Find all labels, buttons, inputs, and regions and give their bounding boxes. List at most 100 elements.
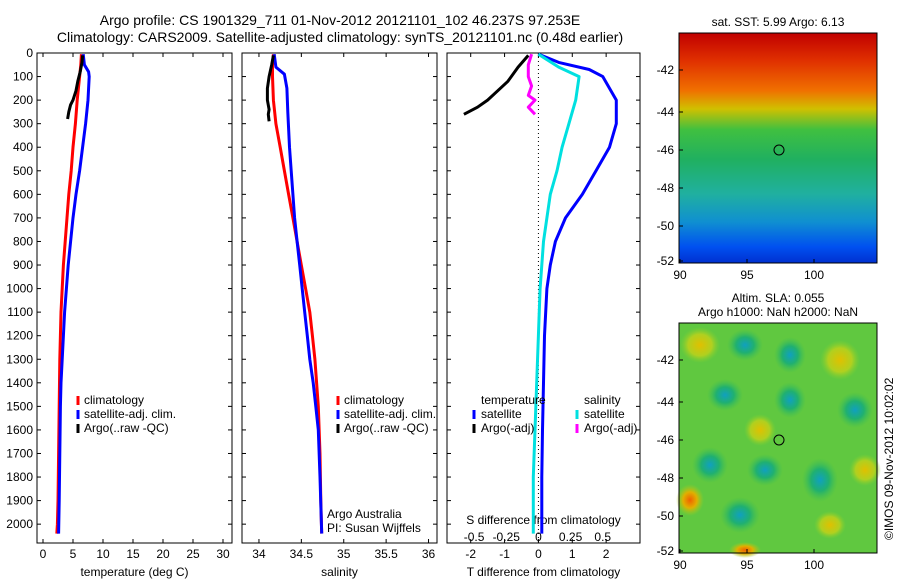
map-y-tick-label: -46 xyxy=(657,143,675,157)
salinity-diff-tick-label: -0.25 xyxy=(493,530,521,544)
salinity-diff-tick-label: -0.5 xyxy=(464,530,485,544)
x-tick-label: 1 xyxy=(569,547,576,561)
x-axis-label: salinity xyxy=(321,565,358,579)
series-line-salinity-satellite xyxy=(531,52,581,534)
panel-frame-1 xyxy=(36,52,233,544)
sla-map xyxy=(676,322,881,558)
x-tick-label: 20 xyxy=(156,547,170,561)
y-tick-label: 1300 xyxy=(6,352,33,366)
x-tick-label: 15 xyxy=(126,547,140,561)
salinity-diff-tick-label: 0.5 xyxy=(594,530,611,544)
sst-map xyxy=(678,32,878,264)
map-y-tick-label: -44 xyxy=(657,105,675,119)
y-tick-label: 500 xyxy=(13,164,33,178)
map-y-tick-label: -46 xyxy=(657,433,675,447)
y-tick-label: 700 xyxy=(13,211,33,225)
legend-entry: satellite xyxy=(584,407,625,421)
map-x-tick-label: 90 xyxy=(673,558,687,572)
y-tick-label: 0 xyxy=(26,46,33,60)
series-line-argo-raw-qc- xyxy=(66,55,85,120)
series-line-argo-raw-qc- xyxy=(265,55,275,122)
y-tick-label: 400 xyxy=(13,140,33,154)
series-line-salinity-argo-adj- xyxy=(526,53,537,116)
x-tick-label: 30 xyxy=(216,547,230,561)
x-tick-label: 34 xyxy=(252,547,266,561)
panel-frame-2 xyxy=(241,52,438,544)
legend-entry: climatology xyxy=(84,393,144,407)
y-tick-label: 1100 xyxy=(7,305,33,319)
map-x-tick-label: 95 xyxy=(740,268,754,282)
chart-title-line2: Climatology: CARS2009. Satellite-adjuste… xyxy=(56,29,624,45)
legend-entry: climatology xyxy=(344,393,404,407)
chart-title-line1: Argo profile: CS 1901329_711 01-Nov-2012… xyxy=(99,12,581,28)
salinity-diff-tick-label: 0 xyxy=(535,530,542,544)
argo-australia-label: Argo Australia xyxy=(327,507,402,521)
x-tick-label: 25 xyxy=(186,547,200,561)
series-line-satellite-adj-clim- xyxy=(57,54,91,534)
legend-title-temperature: temperature xyxy=(481,393,546,407)
map-y-tick-label: -48 xyxy=(657,181,675,195)
legend-entry: Argo(-adj) xyxy=(584,421,637,435)
legend-entry: Argo(..raw -QC) xyxy=(84,421,169,435)
x-axis-label: T difference from climatology xyxy=(467,565,621,579)
map-y-tick-label: -42 xyxy=(657,353,675,367)
y-tick-label: 600 xyxy=(13,187,33,201)
map-x-tick-label: 100 xyxy=(804,268,824,282)
sla-map-subtitle: Argo h1000: NaN h2000: NaN xyxy=(698,305,858,319)
y-tick-label: 900 xyxy=(13,258,33,272)
x-tick-label: -2 xyxy=(465,547,476,561)
x-tick-label: -1 xyxy=(499,547,510,561)
map-y-tick-label: -44 xyxy=(657,395,675,409)
credit-text: ©IMOS 09-Nov-2012 10:02:02 xyxy=(882,377,896,540)
series-line-temperature-satellite xyxy=(537,52,618,534)
x-tick-label: 0 xyxy=(40,547,47,561)
map-x-tick-label: 100 xyxy=(804,558,824,572)
series-line-satellite-adj-clim- xyxy=(272,54,324,534)
map-y-tick-label: -50 xyxy=(657,219,675,233)
salinity-diff-tick-label: 0.25 xyxy=(559,530,583,544)
sst-map-title: sat. SST: 5.99 Argo: 6.13 xyxy=(712,15,845,29)
legend-title-salinity: salinity xyxy=(584,393,621,407)
legend-entry: Argo(..raw -QC) xyxy=(344,421,429,435)
map-y-tick-label: -42 xyxy=(657,63,675,77)
x-tick-label: 0 xyxy=(535,547,542,561)
sla-map-title: Altim. SLA: 0.055 xyxy=(732,291,825,305)
map-x-tick-label: 90 xyxy=(673,268,687,282)
y-tick-label: 1000 xyxy=(6,282,33,296)
argo-location-marker-sla xyxy=(773,434,785,446)
pi-name-label: PI: Susan Wijffels xyxy=(327,521,421,535)
series-line-temperature-argo-adj- xyxy=(463,54,530,116)
x-tick-label: 35.5 xyxy=(374,547,398,561)
x-tick-label: 5 xyxy=(70,547,77,561)
map-x-tick-label: 95 xyxy=(740,558,754,572)
y-tick-label: 300 xyxy=(13,117,33,131)
panel-frame-3 xyxy=(446,52,641,544)
x-tick-label: 35 xyxy=(337,547,351,561)
legend-entry: satellite-adj. clim. xyxy=(344,407,436,421)
y-tick-label: 1700 xyxy=(6,446,33,460)
x-tick-label: 10 xyxy=(96,547,110,561)
x-tick-label: 2 xyxy=(603,547,610,561)
argo-location-marker xyxy=(773,144,785,156)
y-tick-label: 100 xyxy=(13,70,33,84)
map-y-tick-label: -52 xyxy=(657,254,675,268)
map-y-tick-label: -52 xyxy=(657,544,675,558)
y-tick-label: 1500 xyxy=(6,399,33,413)
y-tick-label: 1900 xyxy=(6,494,33,508)
y-tick-label: 1400 xyxy=(6,376,33,390)
map-y-tick-label: -48 xyxy=(657,471,675,485)
y-tick-label: 800 xyxy=(13,234,33,248)
y-tick-label: 2000 xyxy=(6,517,33,531)
salinity-diff-axis-label: S difference from climatology xyxy=(466,513,621,527)
legend-entry: satellite xyxy=(481,407,522,421)
legend-entry: Argo(-adj) xyxy=(481,421,534,435)
y-tick-label: 1800 xyxy=(6,470,33,484)
y-tick-label: 200 xyxy=(13,93,33,107)
x-tick-label: 34.5 xyxy=(290,547,314,561)
x-axis-label: temperature (deg C) xyxy=(80,565,188,579)
legend-entry: satellite-adj. clim. xyxy=(84,407,176,421)
map-y-tick-label: -50 xyxy=(657,509,675,523)
y-tick-label: 1200 xyxy=(6,329,33,343)
x-tick-label: 36 xyxy=(422,547,436,561)
